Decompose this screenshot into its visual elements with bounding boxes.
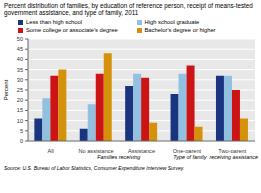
svg-text:Two-parent: Two-parent xyxy=(218,148,246,153)
svg-text:15: 15 xyxy=(17,108,23,114)
svg-text:0: 0 xyxy=(20,138,23,144)
svg-text:50: 50 xyxy=(17,36,23,42)
svg-text:5: 5 xyxy=(20,128,23,134)
svg-text:All: All xyxy=(48,148,54,153)
svg-text:35: 35 xyxy=(17,67,23,73)
svg-text:40: 40 xyxy=(17,57,23,63)
svg-text:No assistance: No assistance xyxy=(79,148,114,153)
html-text:High school graduate: High school graduate xyxy=(144,19,200,26)
svg-text:45: 45 xyxy=(17,47,23,53)
svg-text:25: 25 xyxy=(17,87,23,93)
svg-text:10: 10 xyxy=(17,118,23,124)
svg-text:Assistance: Assistance xyxy=(128,148,155,153)
html-text:Some college or associate's de: Some college or associate's degree xyxy=(26,27,118,34)
html-text:Families receiving: Families receiving xyxy=(97,154,141,161)
html-text:Type of family receiving assis: Type of family receiving assistance xyxy=(173,154,258,161)
html-text:Percent distribution of famili: Percent distribution of families, by edu… xyxy=(4,2,253,17)
html-text:Less than high school: Less than high school xyxy=(26,19,83,26)
html-text:Source: U.S. Bureau of Labor S: Source: U.S. Bureau of Labor Statistics,… xyxy=(4,165,185,172)
svg-text:One-parent: One-parent xyxy=(173,148,202,153)
svg-text:Percent: Percent xyxy=(8,80,9,101)
svg-text:30: 30 xyxy=(17,77,23,83)
svg-text:20: 20 xyxy=(17,98,23,104)
html-text:Bachelor's degree or higher: Bachelor's degree or higher xyxy=(144,27,216,34)
